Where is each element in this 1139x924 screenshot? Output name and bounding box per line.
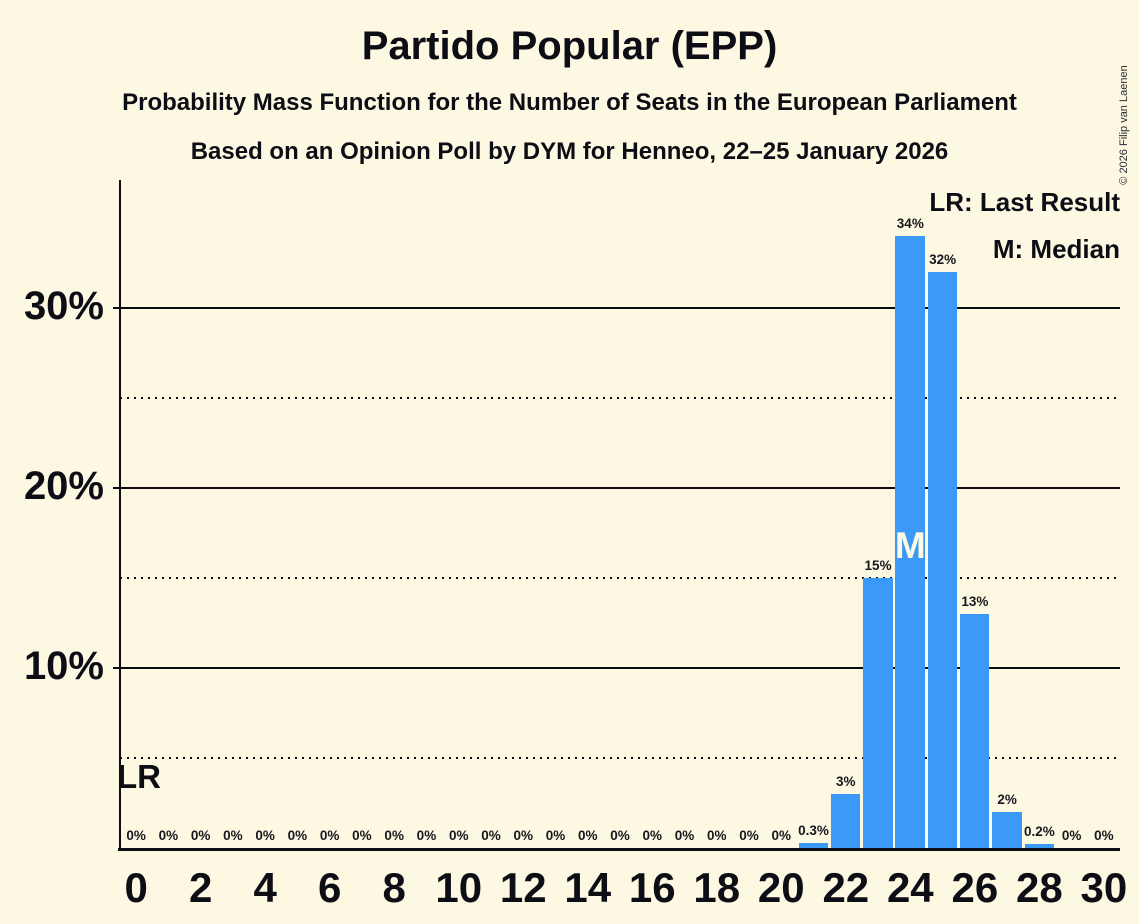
bar-label-seat-26: 13% xyxy=(961,594,989,609)
bar-label-seat-28: 0.2% xyxy=(1023,824,1055,840)
bar-label-seat-16: 0% xyxy=(642,828,663,843)
bar-label-seat-19: 0% xyxy=(739,828,759,843)
bar-seat-23 xyxy=(863,578,893,848)
bar-seat-21 xyxy=(798,842,829,848)
x-tick-22: 22 xyxy=(822,864,870,911)
chart-subtitle: Probability Mass Function for the Number… xyxy=(122,89,1017,116)
x-tick-12: 12 xyxy=(499,864,547,911)
bar-label-seat-25: 32% xyxy=(929,252,957,267)
bar-label-seat-23: 15% xyxy=(864,558,892,573)
x-tick-6: 6 xyxy=(317,864,342,911)
x-tick-4: 4 xyxy=(253,864,277,911)
x-tick-14: 14 xyxy=(564,864,612,911)
bar-label-seat-21: 0.3% xyxy=(798,822,829,838)
bar-seat-22 xyxy=(830,794,861,848)
bar-label-seat-13: 0% xyxy=(545,828,566,843)
bar-seat-24 xyxy=(895,236,925,848)
bar-label-seat-6: 0% xyxy=(319,828,340,843)
bar-seat-25 xyxy=(927,272,958,848)
chart-source-line: Based on an Opinion Poll by DYM for Henn… xyxy=(190,138,949,165)
gridline-dotted-15pct xyxy=(120,577,1120,579)
median-marker: M xyxy=(894,525,926,566)
bar-label-seat-7: 0% xyxy=(352,828,372,843)
bar-label-seat-12: 0% xyxy=(513,828,533,843)
x-tick-28: 28 xyxy=(1015,864,1063,911)
bar-label-seat-9: 0% xyxy=(416,828,437,843)
plot-area: 0% 0% 0% 0% 0% 0% 0% 0% 0% 0% 0% 0% 0% 0% 0% 0% 0% 0% 0% 0%… xyxy=(113,180,1120,851)
x-tick-16: 16 xyxy=(628,864,676,911)
y-tick-label-30: 30% xyxy=(23,284,104,328)
bar-label-seat-0: 0% xyxy=(126,828,146,843)
bar-label-seat-15: 0% xyxy=(610,828,630,843)
bar-label-seat-18: 0% xyxy=(707,828,727,843)
bar-label-seat-5: 0% xyxy=(287,828,308,843)
bar-label-seat-11: 0% xyxy=(481,828,501,843)
gridline-dotted-25pct xyxy=(120,397,1120,399)
bar-label-seat-27: 2% xyxy=(997,792,1017,807)
bar-label-seat-2: 0% xyxy=(190,828,211,843)
bar-label-seat-4: 0% xyxy=(255,828,275,843)
last-result-marker: LR xyxy=(117,758,161,795)
x-tick-24: 24 xyxy=(886,864,934,911)
x-tick-8: 8 xyxy=(382,864,406,911)
bar-label-seat-30: 0% xyxy=(1094,828,1114,843)
gridline-20pct xyxy=(113,487,1120,489)
bar-label-seat-22: 3% xyxy=(836,774,856,789)
bar-label-seat-20: 0% xyxy=(771,828,792,843)
bar-label-seat-29: 0% xyxy=(1061,828,1082,843)
bar-label-seat-8: 0% xyxy=(384,828,404,843)
bar-label-seat-3: 0% xyxy=(223,828,243,843)
x-tick-30: 30 xyxy=(1080,864,1128,911)
bar-seat-28 xyxy=(1024,844,1054,848)
bar-label-seat-14: 0% xyxy=(577,828,598,843)
y-axis-line xyxy=(119,180,121,851)
y-tick-label-20: 20% xyxy=(23,464,104,508)
gridline-dotted-5pct xyxy=(120,757,1120,759)
bar-seat-27 xyxy=(992,812,1022,848)
bar-label-seat-1: 0% xyxy=(158,828,179,843)
x-tick-2: 2 xyxy=(188,864,213,911)
bar-label-seat-10: 0% xyxy=(448,828,469,843)
x-axis-line xyxy=(118,848,1120,851)
legend-median: M: Median xyxy=(992,234,1120,264)
bar-label-seat-24: 34% xyxy=(896,216,924,231)
x-tick-20: 20 xyxy=(757,864,805,911)
gridline-10pct xyxy=(113,667,1120,669)
gridline-30pct xyxy=(113,307,1120,309)
chart-title: Partido Popular (EPP) xyxy=(361,24,778,68)
x-tick-26: 26 xyxy=(951,864,999,911)
bar-seat-26 xyxy=(960,614,990,848)
y-tick-label-10: 10% xyxy=(23,644,104,688)
legend-last-result: LR: Last Result xyxy=(929,187,1120,217)
x-tick-18: 18 xyxy=(693,864,741,911)
x-tick-0: 0 xyxy=(124,864,148,911)
bar-label-seat-17: 0% xyxy=(674,828,695,843)
x-tick-10: 10 xyxy=(435,864,483,911)
